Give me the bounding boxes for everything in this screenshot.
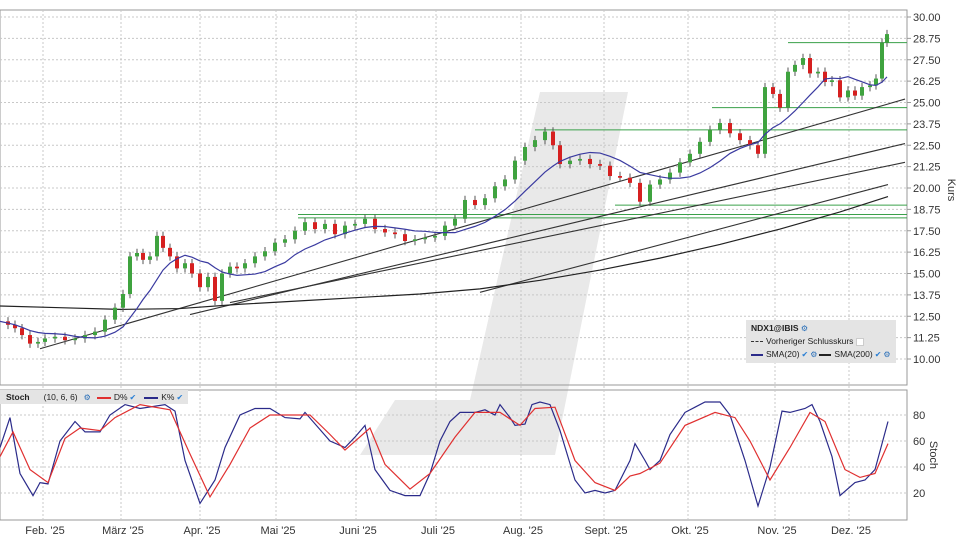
stoch-tick-label: 80 bbox=[913, 410, 925, 422]
stoch-d-label: D% bbox=[113, 392, 128, 402]
x-tick-label: März '25 bbox=[102, 525, 144, 537]
d-line-icon bbox=[96, 396, 111, 399]
y-tick-label: 12.50 bbox=[913, 311, 941, 323]
prev-close-checkbox[interactable] bbox=[855, 337, 864, 346]
x-tick-label: Aug. '25 bbox=[503, 525, 543, 537]
sma200-line-icon bbox=[819, 353, 832, 356]
y-tick-label: 30.00 bbox=[913, 12, 941, 24]
stoch-legend: Stoch (10, 6, 6) ⚙ D% ✔ K% ✔ bbox=[0, 390, 188, 404]
sma20-settings-icon[interactable]: ⚙ bbox=[810, 350, 818, 359]
sma200-line bbox=[0, 195, 889, 311]
stoch-tick-label: 40 bbox=[913, 462, 925, 474]
x-tick-label: Mai '25 bbox=[260, 525, 295, 537]
x-tick-label: Dez. '25 bbox=[831, 525, 871, 537]
y-axis-title: Kurs bbox=[945, 179, 957, 202]
sma20-line bbox=[0, 76, 888, 339]
legend-sma200: SMA(200) bbox=[834, 349, 873, 359]
x-tick-label: Juni '25 bbox=[339, 525, 377, 537]
stoch-k-label: K% bbox=[161, 392, 175, 402]
x-tick-label: Sept. '25 bbox=[584, 525, 627, 537]
sma20-line-icon bbox=[751, 353, 763, 356]
stoch-params: (10, 6, 6) bbox=[43, 392, 78, 402]
dashed-line-icon bbox=[751, 341, 763, 343]
legend-sma20: SMA(20) bbox=[766, 349, 800, 359]
d-check-icon[interactable]: ✔ bbox=[129, 393, 137, 402]
settings-icon[interactable]: ⚙ bbox=[800, 324, 809, 333]
y-tick-label: 15.00 bbox=[913, 269, 941, 281]
stoch-settings-icon[interactable]: ⚙ bbox=[83, 392, 91, 402]
y-tick-label: 13.75 bbox=[913, 290, 941, 302]
stoch-name: Stoch bbox=[6, 392, 30, 402]
y-tick-label: 26.25 bbox=[913, 76, 941, 88]
sma20-check-icon[interactable]: ✔ bbox=[801, 350, 809, 359]
x-tick-label: Juli '25 bbox=[421, 525, 455, 537]
stoch-axis-title: Stoch bbox=[927, 441, 939, 469]
watermark-logo bbox=[360, 92, 628, 455]
y-tick-label: 10.00 bbox=[913, 354, 941, 366]
k-line-icon bbox=[144, 396, 159, 399]
legend-title: NDX1@IBIS bbox=[751, 323, 799, 333]
y-tick-label: 21.25 bbox=[913, 162, 941, 174]
y-tick-label: 27.50 bbox=[913, 55, 941, 67]
y-tick-label: 28.75 bbox=[913, 33, 941, 45]
x-tick-label: Apr. '25 bbox=[184, 525, 221, 537]
price-legend: NDX1@IBIS ⚙ Vorheriger Schlusskurs SMA(2… bbox=[746, 320, 896, 363]
x-tick-label: Feb. '25 bbox=[25, 525, 64, 537]
x-tick-label: Okt. '25 bbox=[671, 525, 709, 537]
stoch-tick-label: 20 bbox=[913, 488, 925, 500]
sma200-check-icon[interactable]: ✔ bbox=[874, 350, 882, 359]
y-tick-label: 16.25 bbox=[913, 247, 941, 259]
stoch-d-line bbox=[0, 403, 889, 499]
y-tick-label: 11.25 bbox=[913, 333, 940, 345]
y-tick-label: 18.75 bbox=[913, 204, 941, 216]
sma200-settings-icon[interactable]: ⚙ bbox=[883, 350, 891, 359]
y-tick-label: 23.75 bbox=[913, 119, 941, 131]
stoch-k-line bbox=[0, 401, 889, 509]
stoch-tick-label: 60 bbox=[913, 436, 925, 448]
y-tick-label: 20.00 bbox=[913, 183, 941, 195]
y-tick-label: 22.50 bbox=[913, 140, 941, 152]
legend-prev-close: Vorheriger Schlusskurs bbox=[766, 336, 854, 346]
k-check-icon[interactable]: ✔ bbox=[176, 393, 184, 402]
y-tick-label: 25.00 bbox=[913, 98, 941, 110]
y-tick-label: 17.50 bbox=[913, 226, 941, 238]
x-tick-label: Nov. '25 bbox=[757, 525, 796, 537]
